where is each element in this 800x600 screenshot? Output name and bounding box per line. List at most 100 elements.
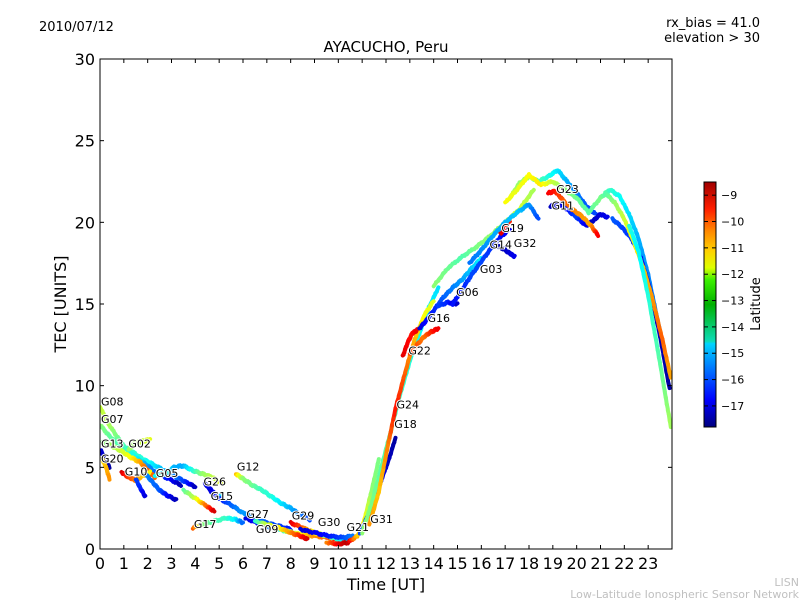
trace-segment	[664, 369, 670, 383]
trace-segment	[218, 480, 224, 486]
trace-g23f	[627, 223, 672, 430]
trace-segment	[304, 536, 310, 542]
colorbar-tick-label: −10	[721, 216, 744, 229]
satellite-label-g09: G09	[256, 523, 279, 536]
x-tick-label: 23	[638, 554, 658, 573]
trace-g17	[190, 515, 245, 531]
satellite-label-g27: G27	[246, 508, 269, 521]
colorbar-label: Latitude	[749, 277, 764, 331]
satellite-label-g29: G29	[292, 510, 315, 523]
trace-segment	[650, 298, 657, 310]
x-tick-label: 11	[352, 554, 372, 573]
x-tick-label: 17	[495, 554, 515, 573]
satellite-label-g21: G21	[347, 521, 370, 534]
trace-segment	[664, 402, 670, 411]
colorbar-tick-label: −14	[721, 321, 744, 334]
trace-segment	[384, 440, 391, 454]
satellite-label-g26: G26	[204, 475, 227, 488]
trace-segment	[434, 285, 441, 294]
trace-segment	[172, 497, 179, 502]
x-tick-label: 16	[471, 554, 491, 573]
satellite-label-g22: G22	[408, 345, 431, 358]
trace-segment	[191, 483, 198, 490]
trace-segment	[142, 493, 148, 499]
x-tick-label: 21	[590, 554, 610, 573]
trace-segment	[650, 321, 657, 334]
trace-g05	[152, 463, 224, 486]
satellite-label-g06: G06	[456, 286, 479, 299]
y-tick-label: 0	[85, 540, 95, 559]
colorbar	[703, 181, 717, 428]
satellite-label-g03: G03	[480, 263, 503, 276]
satellite-label-g19: G19	[501, 222, 524, 235]
colorbar-tick-label: −13	[721, 295, 744, 308]
trace-g22b	[407, 326, 441, 356]
trace-segment	[453, 301, 460, 307]
satellite-label-g05: G05	[156, 467, 179, 480]
satellite-label-g15: G15	[211, 490, 234, 503]
trace-segment	[106, 463, 112, 470]
trace-g30	[298, 526, 355, 541]
trace-segment	[511, 253, 517, 259]
trace-g12	[233, 472, 312, 523]
trace-g32	[493, 242, 517, 259]
y-axis-label: TEC [UNITS]	[51, 256, 70, 354]
colorbar-tick-label: −16	[721, 374, 744, 387]
y-axis-ticks: 0 5 10 15 20 25 30	[75, 50, 672, 559]
y-tick-label: 20	[75, 213, 95, 232]
trace-segment	[414, 327, 419, 334]
trace-segment	[534, 215, 541, 221]
y-tick-label: 30	[75, 50, 95, 69]
date-label: 2010/07/12	[39, 20, 114, 35]
trace-segment	[146, 437, 153, 443]
trace-g23b	[546, 188, 601, 238]
trace-segment	[666, 379, 672, 391]
x-axis-label: Time [UT]	[346, 575, 425, 594]
trace-segment	[435, 326, 441, 332]
y-tick-label: 25	[75, 132, 95, 151]
satellite-label-g31: G31	[370, 513, 393, 526]
trace-segment	[660, 376, 666, 388]
trace-segment	[636, 237, 643, 247]
plot-frame	[99, 58, 673, 550]
satellite-traces	[100, 168, 672, 547]
x-tick-label: 19	[543, 554, 563, 573]
colorbar-tick-label: −17	[721, 400, 744, 413]
y-tick-label: 15	[75, 295, 95, 314]
x-tick-label: 10	[328, 554, 348, 573]
x-tick-label: 7	[262, 554, 272, 573]
x-tick-label: 9	[309, 554, 319, 573]
trace-segment	[211, 508, 217, 514]
satellite-label-g11: G11	[552, 199, 575, 212]
trace-segment	[306, 515, 312, 523]
trace-g02	[126, 437, 153, 452]
satellite-label-g24: G24	[397, 399, 420, 412]
trace-g03	[450, 227, 512, 307]
trace-g22	[400, 327, 419, 358]
trace-segment	[177, 481, 183, 488]
x-tick-label: 12	[376, 554, 396, 573]
satellite-label-g13: G13	[101, 438, 124, 451]
satellite-label-g08: G08	[101, 395, 124, 408]
x-tick-label: 20	[566, 554, 586, 573]
satellite-label-g32: G32	[514, 237, 537, 250]
x-tick-label: 0	[95, 554, 105, 573]
network-short-label: LISN	[774, 576, 799, 589]
trace-segment	[644, 286, 651, 298]
x-tick-label: 6	[238, 554, 248, 573]
trace-segment	[667, 418, 672, 430]
satellite-label-g16: G16	[428, 312, 451, 325]
trace-segment	[592, 211, 598, 216]
x-tick-label: 8	[286, 554, 296, 573]
satellite-label-g02: G02	[128, 438, 151, 451]
colorbar-tick-label: −15	[721, 347, 744, 360]
trace-g19b	[133, 477, 148, 499]
colorbar-tick-label: −9	[721, 189, 737, 202]
x-tick-label: 13	[400, 554, 420, 573]
trace-g19b	[467, 202, 541, 265]
elevation-label: elevation > 30	[664, 31, 760, 46]
satellite-label-g14: G14	[490, 239, 513, 252]
satellite-label-g07: G07	[101, 413, 124, 426]
satellite-label-g23: G23	[556, 183, 579, 196]
